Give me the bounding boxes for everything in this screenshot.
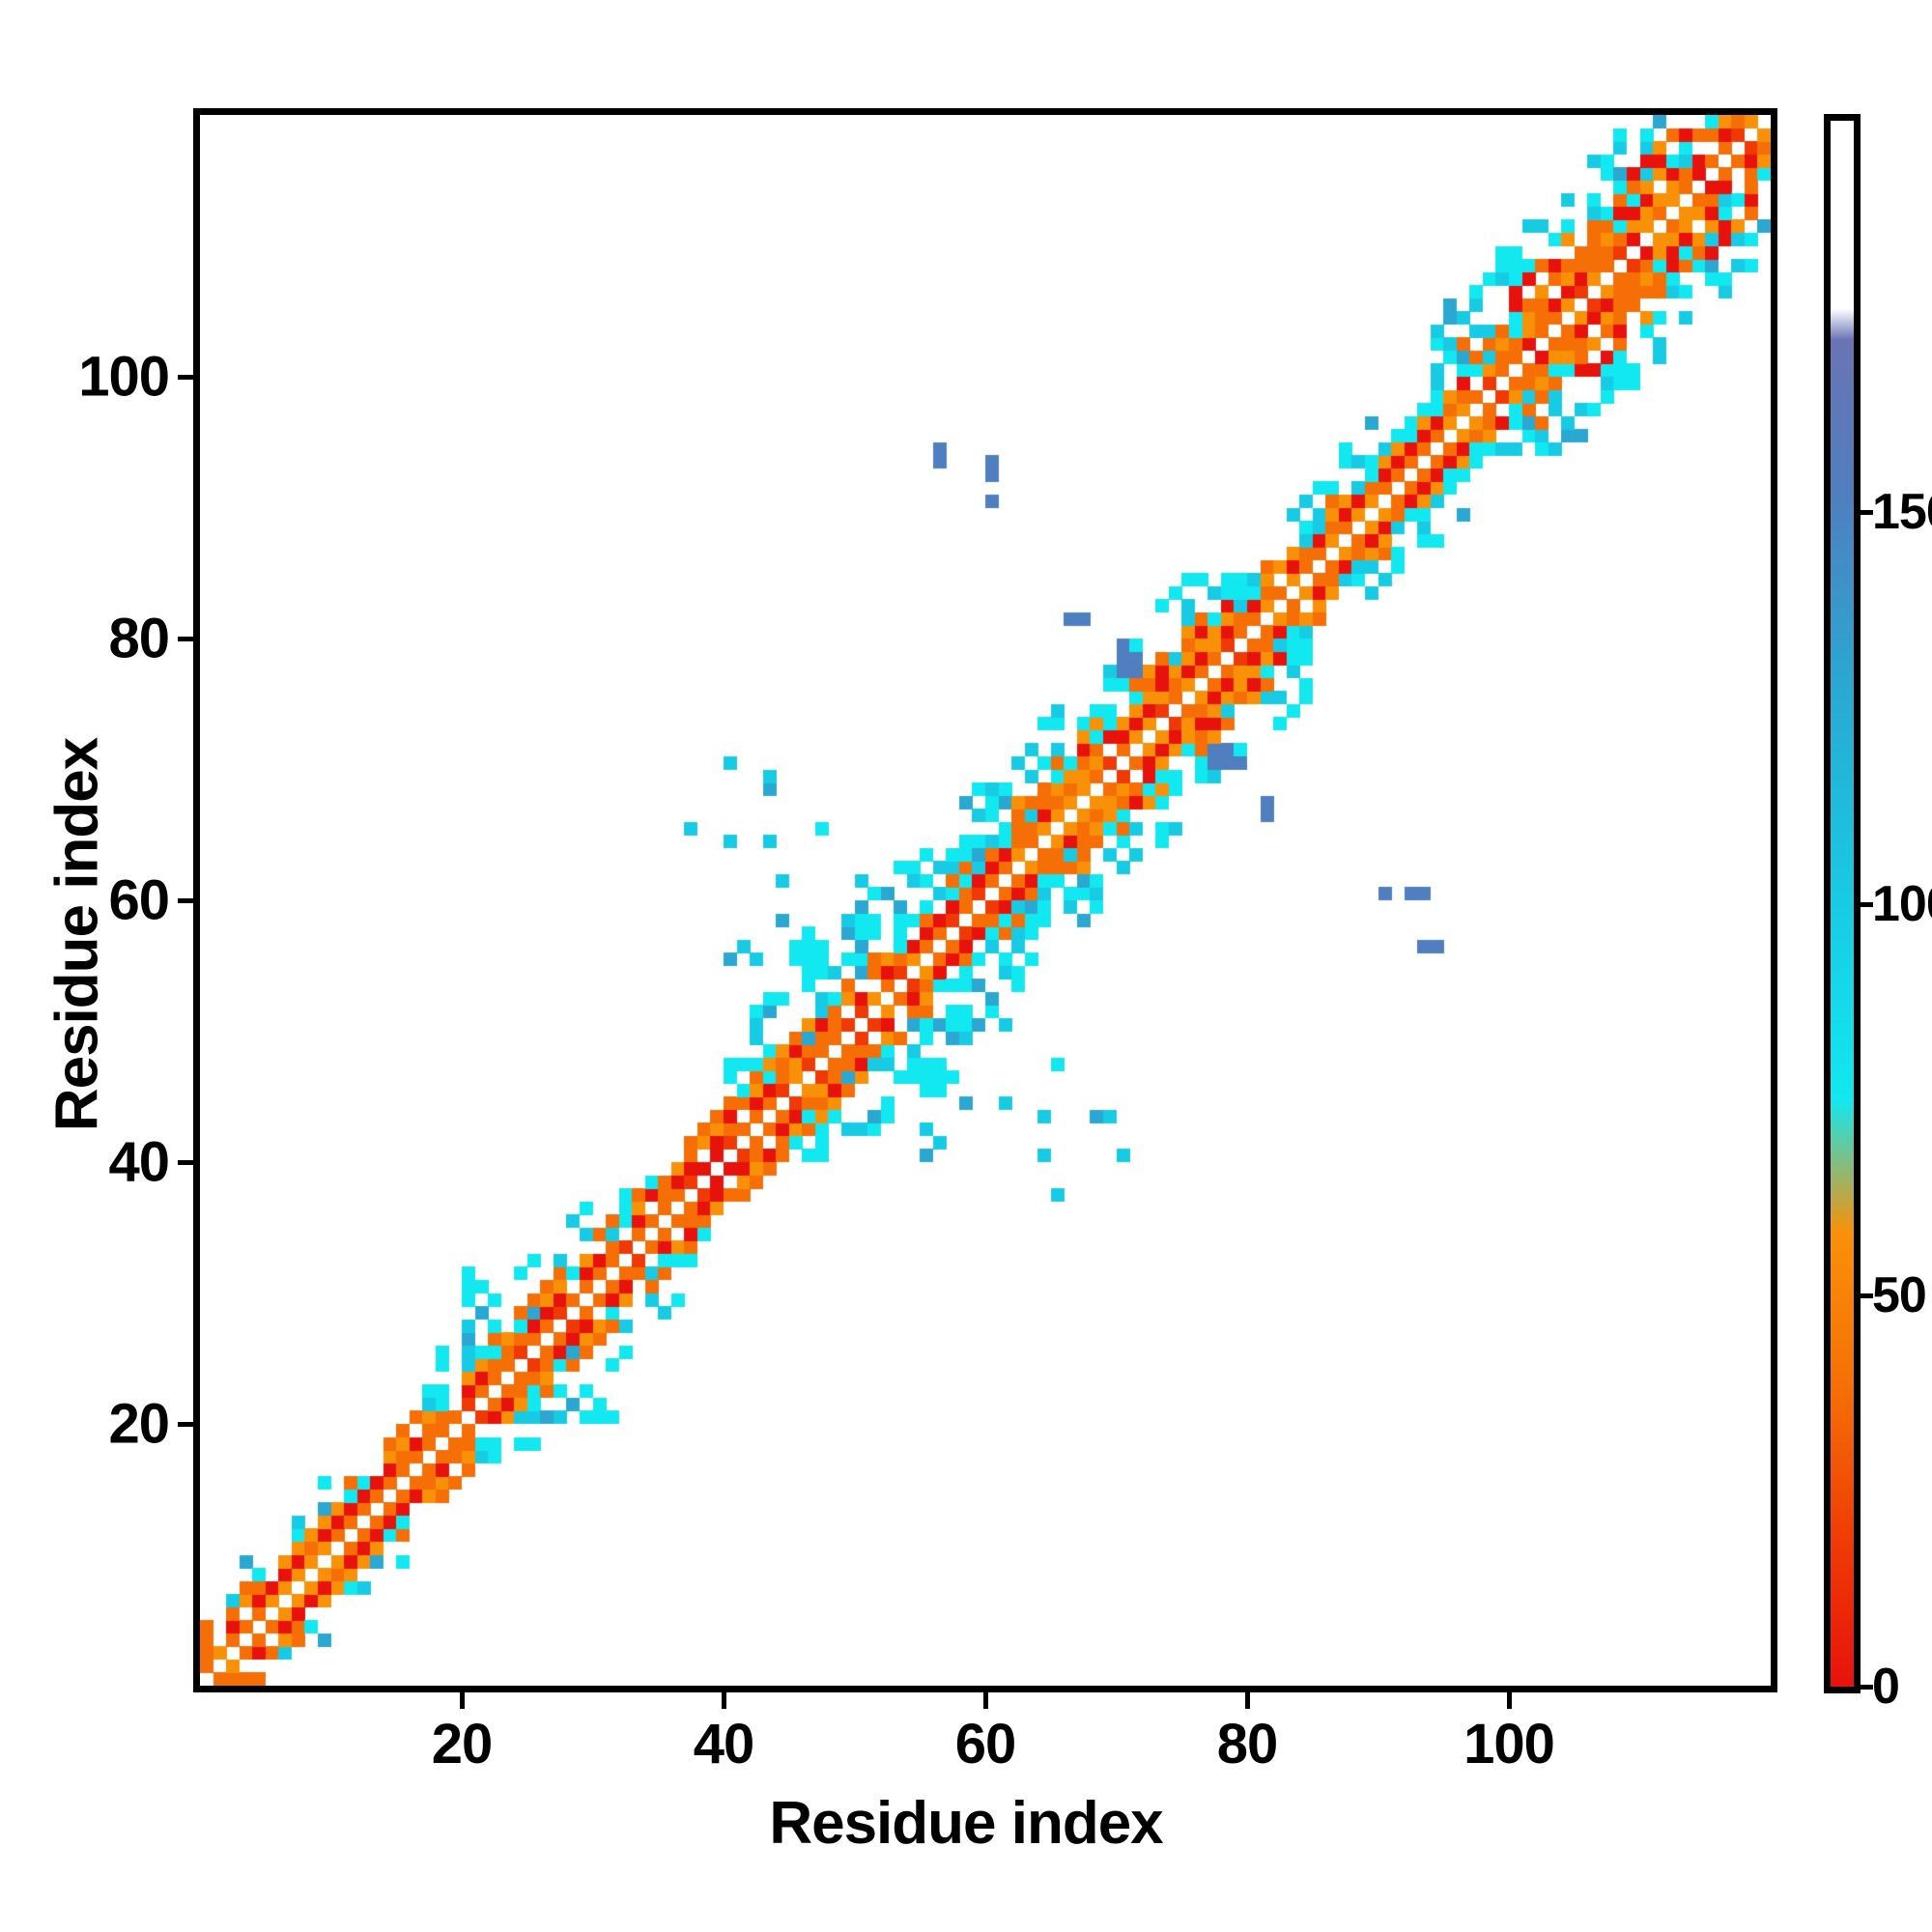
y-tick-80 [178,637,194,641]
y-ticklabel-60: 60 [108,868,170,932]
y-tick-100 [178,375,194,380]
colorbar-gradient [1831,121,1854,1687]
y-axis-title: Residue index [43,737,111,1132]
y-ticklabel-80: 80 [108,607,170,670]
colorbar-ticklabel-150: 150 [1872,484,1932,541]
x-tick-20 [460,1692,465,1709]
plot-area [193,108,1777,1692]
colorbar-ticklabel-100: 100 [1872,875,1932,932]
colorbar-ticklabel-50: 50 [1872,1266,1927,1323]
x-ticklabel-80: 80 [1216,1713,1279,1776]
x-ticklabel-20: 20 [431,1713,494,1776]
x-axis-title: Residue index [769,1790,1163,1857]
y-tick-60 [178,898,194,903]
x-ticklabel-60: 60 [954,1713,1017,1776]
x-tick-80 [1245,1692,1250,1709]
x-tick-60 [983,1692,988,1709]
heatmap-canvas [200,115,1771,1686]
y-tick-20 [178,1422,194,1427]
colorbar [1824,114,1861,1693]
colorbar-tick-50 [1861,1293,1873,1298]
x-tick-40 [722,1692,726,1709]
y-ticklabel-20: 20 [108,1392,170,1456]
y-tick-40 [178,1160,194,1165]
y-ticklabel-40: 40 [108,1130,170,1194]
colorbar-tick-0 [1861,1685,1873,1690]
x-ticklabel-100: 100 [1463,1713,1555,1776]
x-ticklabel-40: 40 [693,1713,755,1776]
colorbar-tick-100 [1861,901,1873,907]
colorbar-tick-150 [1861,510,1873,516]
colorbar-ticklabel-0: 0 [1872,1659,1900,1715]
y-ticklabel-100: 100 [78,345,170,409]
x-tick-100 [1507,1692,1512,1709]
